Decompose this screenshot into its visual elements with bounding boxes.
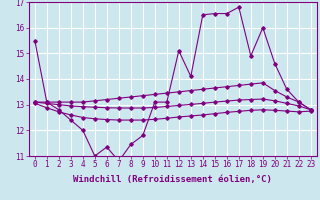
X-axis label: Windchill (Refroidissement éolien,°C): Windchill (Refroidissement éolien,°C) (73, 175, 272, 184)
